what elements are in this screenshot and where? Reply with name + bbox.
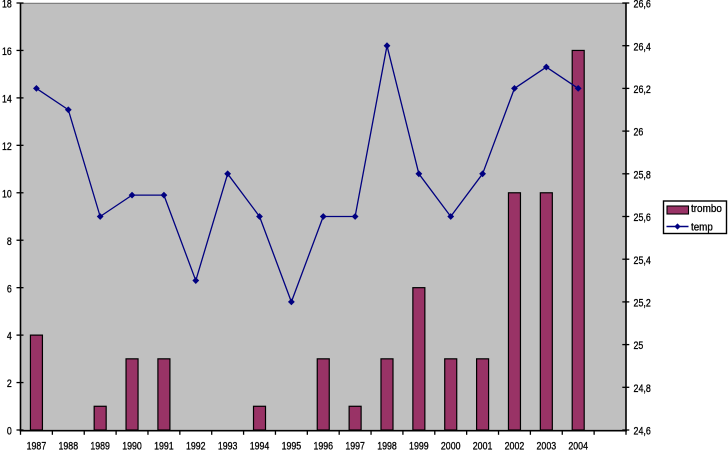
svg-text:8: 8 — [7, 236, 12, 248]
svg-text:24,6: 24,6 — [634, 426, 651, 438]
svg-text:4: 4 — [7, 331, 12, 343]
svg-text:12: 12 — [2, 141, 12, 153]
svg-text:25,2: 25,2 — [634, 298, 651, 310]
svg-text:24,8: 24,8 — [634, 383, 651, 395]
svg-text:2002: 2002 — [505, 441, 525, 453]
svg-text:trombo: trombo — [691, 203, 722, 215]
svg-text:1999: 1999 — [409, 441, 429, 453]
svg-text:2: 2 — [7, 378, 12, 390]
svg-text:2003: 2003 — [537, 441, 557, 453]
svg-text:1997: 1997 — [345, 441, 365, 453]
svg-text:2001: 2001 — [473, 441, 493, 453]
svg-text:1998: 1998 — [377, 441, 397, 453]
svg-text:26,6: 26,6 — [634, 0, 651, 11]
svg-text:1994: 1994 — [250, 441, 270, 453]
svg-text:0: 0 — [7, 426, 12, 438]
svg-text:26: 26 — [634, 127, 644, 139]
svg-text:6: 6 — [7, 283, 12, 295]
svg-text:14: 14 — [2, 93, 12, 105]
svg-text:26,2: 26,2 — [634, 84, 651, 96]
svg-text:1992: 1992 — [186, 441, 206, 453]
svg-text:1991: 1991 — [154, 441, 174, 453]
svg-text:1996: 1996 — [313, 441, 333, 453]
svg-text:temp: temp — [691, 222, 713, 234]
svg-text:1993: 1993 — [218, 441, 238, 453]
svg-text:1989: 1989 — [90, 441, 110, 453]
svg-text:2000: 2000 — [441, 441, 461, 453]
svg-text:26,4: 26,4 — [634, 41, 651, 53]
svg-text:18: 18 — [2, 0, 12, 11]
svg-text:10: 10 — [2, 188, 12, 200]
svg-text:16: 16 — [2, 46, 12, 58]
svg-text:1988: 1988 — [59, 441, 79, 453]
svg-text:1995: 1995 — [282, 441, 302, 453]
svg-text:2004: 2004 — [568, 441, 588, 453]
svg-text:25: 25 — [634, 340, 644, 352]
svg-text:1990: 1990 — [122, 441, 142, 453]
svg-text:25,8: 25,8 — [634, 169, 651, 181]
svg-text:25,4: 25,4 — [634, 255, 651, 267]
svg-text:25,6: 25,6 — [634, 212, 651, 224]
svg-text:1987: 1987 — [27, 441, 47, 453]
